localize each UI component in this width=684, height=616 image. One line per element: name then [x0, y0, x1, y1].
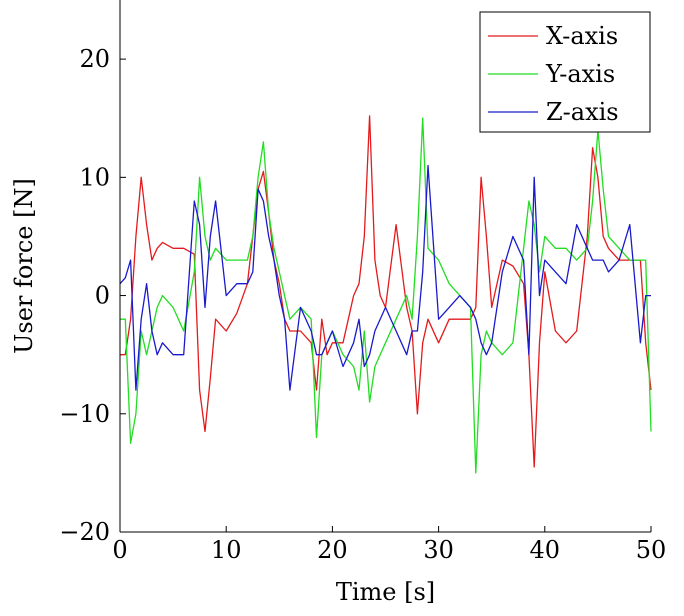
y-tick-label: −10: [59, 400, 110, 428]
series-layer: [119, 115, 652, 474]
legend-label-z-axis: Z-axis: [546, 98, 619, 126]
x-tick-label: 40: [530, 536, 561, 564]
y-ticks: −20 −10 0 10 20: [59, 45, 126, 546]
y-tick-label: −20: [59, 518, 110, 546]
y-tick-label: 10: [79, 163, 110, 191]
y-tick-label: 20: [79, 45, 110, 73]
legend-label-y-axis: Y-axis: [545, 60, 615, 88]
legend-label-x-axis: X-axis: [546, 22, 618, 50]
plot-area: 0 10 20 30 40 50 −20 −10 0 10 20: [59, 0, 666, 564]
x-axis-title: Time [s]: [336, 578, 435, 606]
x-tick-label: 0: [112, 536, 127, 564]
series-line-x-axis: [120, 115, 652, 468]
y-tick-label: 0: [95, 282, 110, 310]
series-line-y-axis: [120, 117, 652, 474]
x-tick-label: 20: [317, 536, 348, 564]
x-tick-label: 10: [211, 536, 242, 564]
x-ticks: 0 10 20 30 40 50: [112, 526, 666, 564]
legend: X-axis Y-axis Z-axis: [479, 11, 651, 133]
x-tick-label: 30: [423, 536, 454, 564]
x-tick-label: 50: [636, 536, 667, 564]
series-line-z-axis: [119, 164, 651, 391]
y-axis-title: User force [N]: [10, 178, 38, 354]
